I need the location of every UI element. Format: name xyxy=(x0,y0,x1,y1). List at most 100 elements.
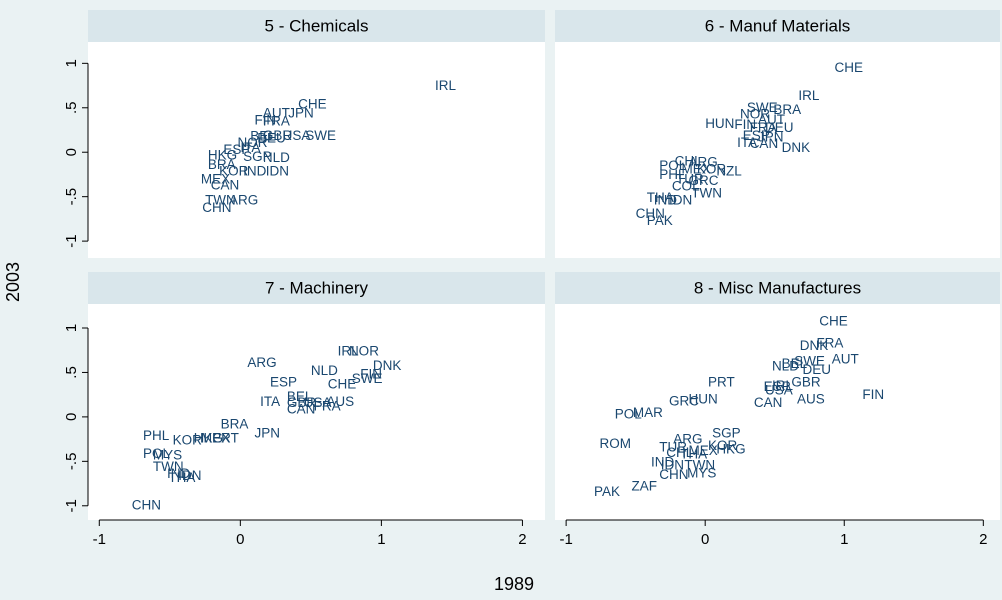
y-tick-label: .5 xyxy=(63,366,80,379)
point-label: NOR xyxy=(238,135,268,150)
point-label: IND xyxy=(654,193,678,208)
point-label: BRA xyxy=(221,416,249,431)
point-label: BEL xyxy=(782,356,808,371)
point-label: AUT xyxy=(758,112,785,127)
point-label: GBR xyxy=(791,375,821,390)
point-label: IND xyxy=(167,466,191,481)
point-label: AUS xyxy=(797,392,825,407)
point-label: DNK xyxy=(782,140,811,155)
point-label: NLD xyxy=(772,359,799,374)
point-label: FIN xyxy=(862,387,884,402)
point-label: ARG xyxy=(247,355,276,370)
point-label: PAK xyxy=(594,484,620,499)
point-label: NZL xyxy=(716,163,742,178)
point-label: KOR xyxy=(708,438,738,453)
point-label: DNK xyxy=(800,338,829,353)
point-label: GBR xyxy=(287,395,317,410)
point-label: SWE xyxy=(305,128,336,143)
y-tick-label: -1 xyxy=(63,234,80,247)
point-label: MEX xyxy=(682,162,711,177)
point-label: HUN xyxy=(689,392,718,407)
point-label: CHE xyxy=(835,60,864,75)
point-label: COL xyxy=(672,178,700,193)
point-label: FIN xyxy=(360,367,382,382)
point-label: BEL xyxy=(250,129,276,144)
point-label: POL xyxy=(143,446,171,461)
point-label: ITA xyxy=(240,140,260,155)
plot-area xyxy=(88,42,545,258)
point-label: BRA xyxy=(208,157,236,172)
point-label: ARG xyxy=(229,193,258,208)
point-label: PAK xyxy=(647,213,673,228)
point-label: ZAF xyxy=(631,479,657,494)
point-label: DEU xyxy=(803,362,832,377)
point-label: NLD xyxy=(263,150,290,165)
point-label: IRL xyxy=(338,344,360,359)
point-label: ARG xyxy=(673,432,702,447)
point-label: IND xyxy=(651,455,675,470)
point-label: GRC xyxy=(689,173,719,188)
point-label: FIN xyxy=(254,113,276,128)
point-label: USA xyxy=(765,383,793,398)
point-label: GRC xyxy=(669,393,699,408)
point-label: USA xyxy=(283,128,311,143)
point-label: PHL xyxy=(659,167,686,182)
point-label: USA xyxy=(304,395,332,410)
point-label: THA xyxy=(168,470,195,485)
point-label: SWE xyxy=(794,353,825,368)
point-label: DEU xyxy=(765,120,794,135)
point-label: PHL xyxy=(143,428,170,443)
point-label: DNK xyxy=(373,358,402,373)
point-label: CAN xyxy=(750,136,779,151)
point-label: TUR xyxy=(659,440,687,455)
point-label: KOR xyxy=(219,163,249,178)
x-tick-label: 0 xyxy=(701,531,709,548)
point-label: CHN xyxy=(202,200,231,215)
x-tick-label: 1 xyxy=(840,531,848,548)
point-label: TWN xyxy=(205,193,236,208)
point-label: CAN xyxy=(754,395,783,410)
panel-header xyxy=(555,272,1000,304)
point-label: FRA xyxy=(263,114,290,129)
plot-area xyxy=(555,304,1000,520)
x-tick-label: 2 xyxy=(518,531,526,548)
x-tick-label: 1 xyxy=(377,531,385,548)
point-label: FIN xyxy=(734,117,756,132)
point-label: TWN xyxy=(684,457,715,472)
point-label: FRA xyxy=(816,336,843,351)
point-label: IDN xyxy=(178,468,201,483)
point-label: TWN xyxy=(691,186,722,201)
point-label: ITA xyxy=(260,394,280,409)
point-label: NLD xyxy=(311,363,338,378)
point-label: KOR xyxy=(697,162,727,177)
point-label: BEL xyxy=(287,389,313,404)
point-label: JPN xyxy=(288,106,314,121)
point-label: HKG xyxy=(194,431,223,446)
panel-title: 5 - Chemicals xyxy=(265,16,369,35)
point-label: FRA xyxy=(750,120,777,135)
point-label: POL xyxy=(659,158,687,173)
point-label: CHE xyxy=(298,97,327,112)
y-tick-label: 0 xyxy=(63,413,80,421)
point-label: THA xyxy=(647,190,674,205)
y-tick-label: .5 xyxy=(63,102,80,115)
y-tick-label: 1 xyxy=(63,59,80,67)
point-label: CAN xyxy=(287,401,316,416)
point-label: TUR xyxy=(676,171,704,186)
point-label: ARG xyxy=(689,154,718,169)
point-label: TWN xyxy=(153,459,184,474)
plot-area xyxy=(555,42,1000,258)
point-label: MAR xyxy=(633,405,663,420)
y-tick-label: -1 xyxy=(63,499,80,512)
panel-header xyxy=(88,272,545,304)
point-label: CHE xyxy=(328,376,357,391)
y-axis-label: 2003 xyxy=(3,262,23,302)
point-label: NOR xyxy=(740,106,770,121)
y-tick-label: 1 xyxy=(63,324,80,332)
point-label: ESP xyxy=(223,142,250,157)
point-label: IND xyxy=(243,163,267,178)
panel-header xyxy=(88,10,545,42)
point-label: CHN xyxy=(636,206,665,221)
point-label: CHL xyxy=(666,445,693,460)
